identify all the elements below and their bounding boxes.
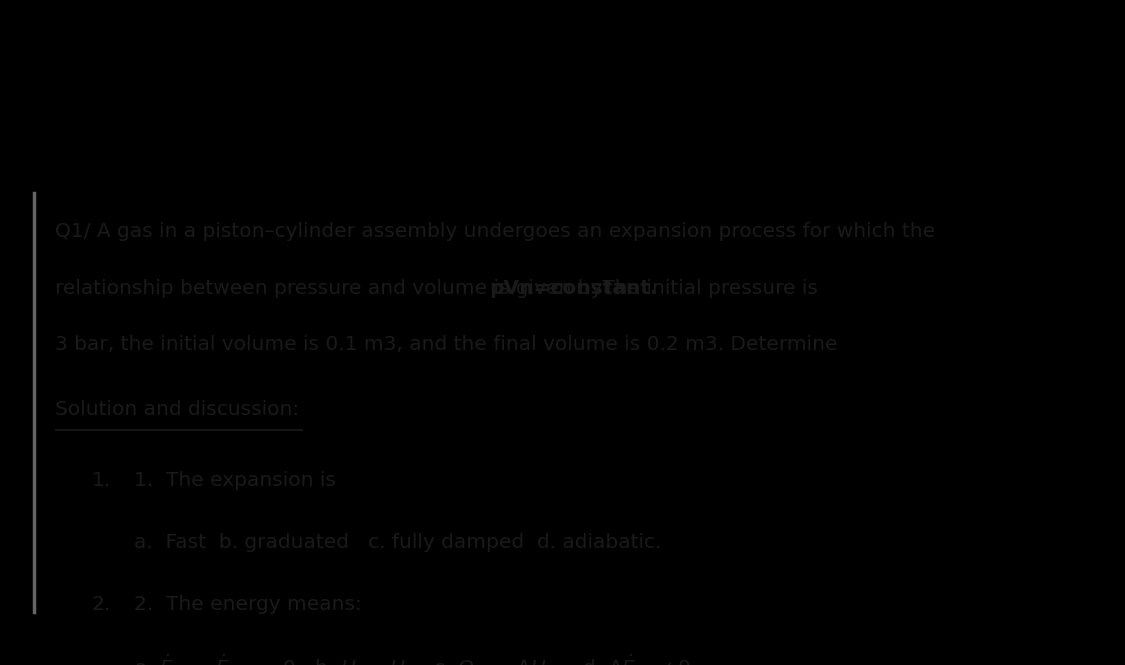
Text: 1.  The expansion is: 1. The expansion is [134,471,336,490]
Text: a. $\dot{E}_{in}$ $-$ $\dot{E}_{out}$ $= 0$   b. $H_1 = H_2$   c. $Q_{12} = \Del: a. $\dot{E}_{in}$ $-$ $\dot{E}_{out}$ $=… [134,652,692,665]
Text: 1.: 1. [92,471,111,490]
Text: Solution and discussion:: Solution and discussion: [55,400,299,420]
Text: The initial pressure is: The initial pressure is [596,279,818,298]
Text: a.  Fast  b. graduated   c. fully damped  d. adiabatic.: a. Fast b. graduated c. fully damped d. … [134,533,662,552]
Text: pVn=constant.: pVn=constant. [489,279,658,298]
Text: relationship between pressure and volume is given by: relationship between pressure and volume… [55,279,609,298]
Text: 2.: 2. [92,595,111,614]
Text: Q1/ A gas in a piston–cylinder assembly undergoes an expansion process for which: Q1/ A gas in a piston–cylinder assembly … [55,222,935,241]
Text: 3 bar, the initial volume is 0.1 m3, and the final volume is 0.2 m3. Determine: 3 bar, the initial volume is 0.1 m3, and… [55,335,837,354]
Text: 2.  The energy means:: 2. The energy means: [134,595,362,614]
